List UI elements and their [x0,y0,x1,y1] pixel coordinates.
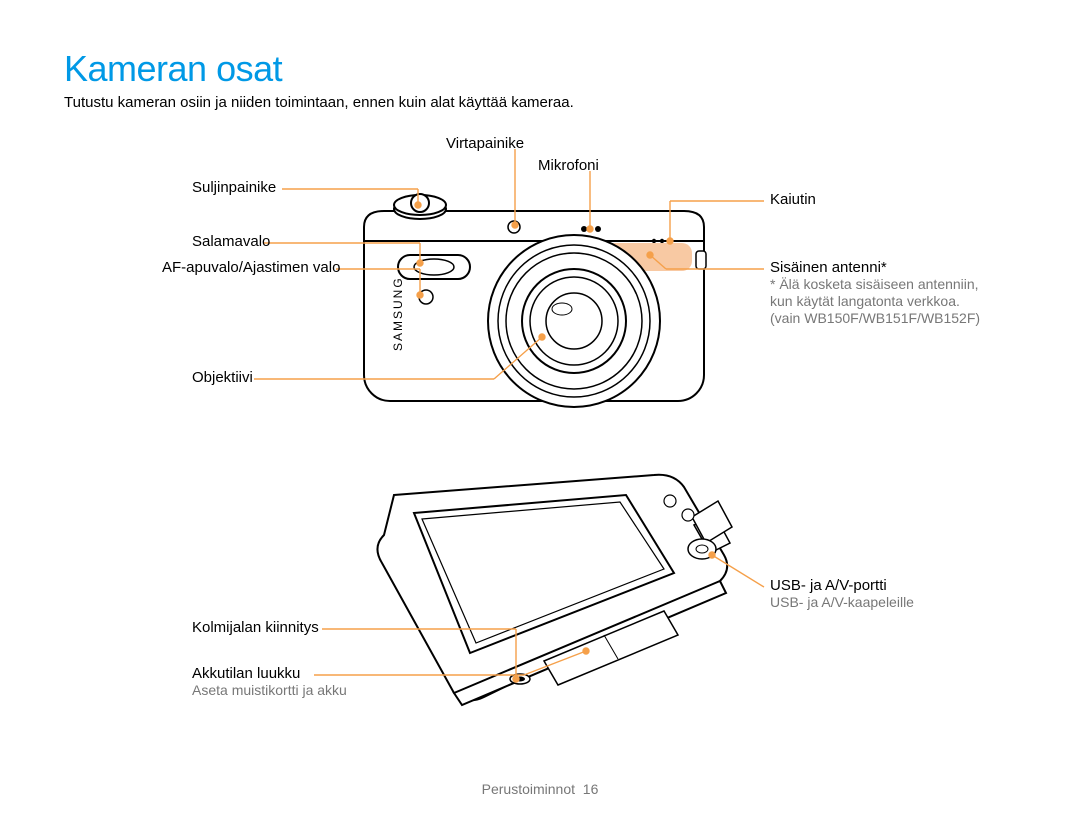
label-akkutilan-luukku: Akkutilan luukku Aseta muistikortti ja a… [192,665,347,699]
antenni-title: Sisäinen antenni* [770,259,887,276]
page-footer: Perustoiminnot 16 [0,781,1080,797]
label-salamavalo: Salamavalo [192,233,270,250]
label-af-apuvalo: AF-apuvalo/Ajastimen valo [162,259,340,276]
label-sisainen-antenni: Sisäinen antenni* * Älä kosketa sisäisee… [770,259,980,327]
page-title: Kameran osat [64,48,1016,90]
usb-av-title: USB- ja A/V-portti [770,577,887,594]
page-subtitle: Tutustu kameran osiin ja niiden toiminta… [64,94,1016,111]
diagram-area: SAMSUNG [64,135,1016,775]
label-objektiivi: Objektiivi [192,369,253,386]
akkutilan-title: Akkutilan luukku [192,665,300,682]
footer-page: 16 [583,781,599,797]
label-kaiutin: Kaiutin [770,191,816,208]
label-kolmijalan-kiinnitys: Kolmijalan kiinnitys [192,619,319,636]
label-mikrofoni: Mikrofoni [538,157,599,174]
svg-text:SAMSUNG: SAMSUNG [391,276,405,351]
antenni-note2: kun käytät langatonta verkkoa. [770,293,960,309]
camera-back-illustration [354,465,734,715]
usb-av-note: USB- ja A/V-kaapeleille [770,594,914,610]
label-virtapainike: Virtapainike [446,135,524,152]
antenni-note3: (vain WB150F/WB151F/WB152F) [770,310,980,326]
label-suljinpainike: Suljinpainike [192,179,276,196]
label-usb-av-portti: USB- ja A/V-portti USB- ja A/V-kaapeleil… [770,577,914,611]
footer-section: Perustoiminnot [482,781,575,797]
antenni-note1: * Älä kosketa sisäiseen antenniin, [770,276,979,292]
akkutilan-note: Aseta muistikortti ja akku [192,682,347,698]
camera-front-illustration: SAMSUNG [354,181,714,421]
